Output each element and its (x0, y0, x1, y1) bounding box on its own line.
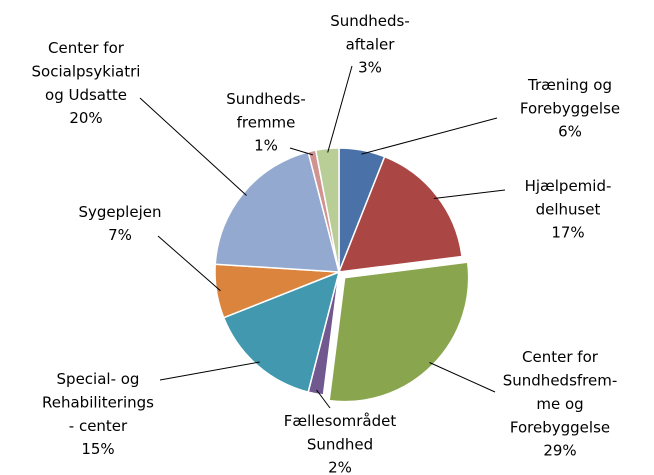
slice-value-label: 15% (81, 440, 114, 458)
leader-line (157, 235, 221, 292)
slice-label: Træning og Forebyggelse (520, 76, 620, 118)
slice-label: Hjælpemid-delhuset (525, 177, 612, 219)
pie-slice (328, 261, 470, 403)
leader-line (316, 389, 331, 409)
leader-line (429, 362, 496, 393)
leader-line (289, 147, 313, 156)
slice-value-label: 3% (358, 59, 382, 77)
slice-value-label: 6% (558, 123, 582, 141)
slice-value-label: 17% (551, 224, 584, 242)
leader-line (327, 65, 353, 153)
pie-slice (314, 147, 340, 273)
leader-line (361, 117, 498, 155)
leader-line (159, 361, 260, 381)
slice-label: Fællesområdet Sundhed (284, 412, 397, 454)
slice-label: Center for Sundhedsfrem-me og Forebyggelse (503, 348, 618, 437)
slice-value-label: 29% (543, 442, 576, 460)
pie-slice (222, 270, 341, 394)
leader-line (139, 97, 247, 196)
pie-slice (337, 155, 463, 273)
slice-value-label: 1% (254, 137, 278, 155)
slice-label: Sundheds-fremme (226, 90, 306, 132)
slice-value-label: 20% (69, 109, 102, 127)
slice-label: Special- og Rehabiliterings - center (42, 370, 154, 435)
slice-value-label: 2% (328, 459, 352, 475)
slice-label: Sundheds-aftaler (330, 12, 410, 54)
slice-value-label: 7% (108, 226, 132, 244)
slice-label: Sygeplejen (79, 203, 162, 221)
leader-line (433, 189, 506, 199)
slice-label: Center for Socialpsykiatri og Udsatte (32, 39, 141, 104)
